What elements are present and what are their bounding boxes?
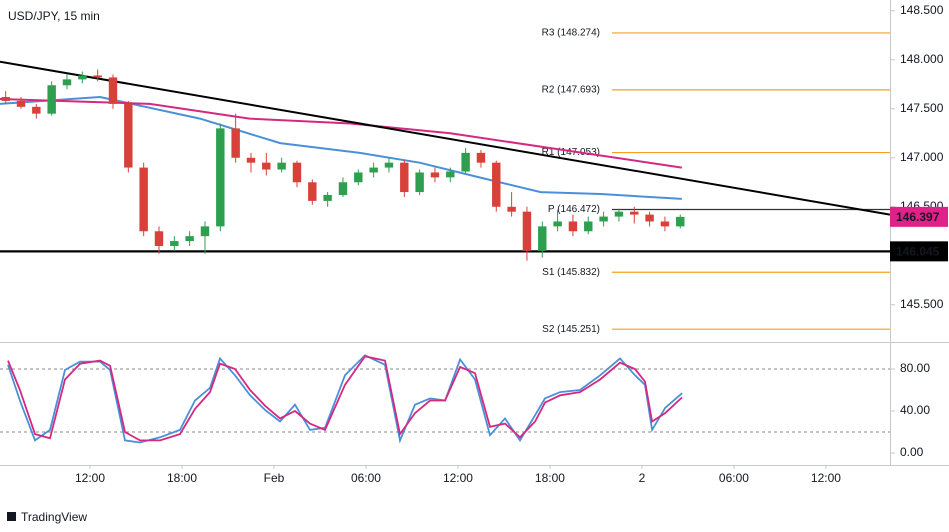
y-tick-label: 40.00 bbox=[900, 403, 930, 417]
y-tick-label: 148.500 bbox=[900, 3, 944, 17]
trendline bbox=[0, 60, 891, 216]
x-tick-label: 06:00 bbox=[351, 471, 381, 485]
pivot-label: S2 (145.251) bbox=[542, 324, 600, 335]
candle-body bbox=[108, 77, 118, 104]
candle-body bbox=[200, 226, 210, 237]
pivot-label: R2 (147.693) bbox=[542, 85, 600, 96]
candle-body bbox=[124, 103, 133, 168]
candle-body bbox=[139, 167, 148, 232]
candle-body bbox=[430, 172, 440, 178]
footer-brand: TradingView bbox=[21, 510, 87, 524]
x-tick-label: 12:00 bbox=[443, 471, 473, 485]
candle-body bbox=[614, 211, 624, 217]
candle-body bbox=[246, 157, 256, 163]
candle-body bbox=[461, 152, 470, 172]
candle-body bbox=[599, 216, 608, 222]
pivot-label: R1 (147.053) bbox=[542, 147, 600, 158]
oscillator-line bbox=[7, 354, 683, 444]
candle-body bbox=[47, 85, 56, 114]
logo: TradingView bbox=[7, 510, 87, 524]
candle-body bbox=[630, 211, 639, 215]
moving-average bbox=[0, 95, 682, 200]
candle-body bbox=[262, 162, 271, 170]
candle-body bbox=[492, 162, 501, 207]
candle-body bbox=[338, 182, 348, 196]
price-label-box bbox=[890, 206, 948, 227]
price-label: 146.045 bbox=[896, 245, 940, 259]
candle-body bbox=[16, 100, 26, 107]
oscillator-line bbox=[7, 355, 683, 442]
candle-body bbox=[676, 216, 685, 227]
price-label-box bbox=[890, 241, 948, 262]
chart-title: USD/JPY, 15 min bbox=[8, 9, 100, 23]
candle-body bbox=[231, 128, 240, 158]
candle-body bbox=[415, 172, 424, 193]
candle-body bbox=[292, 162, 302, 183]
candle-body bbox=[62, 79, 72, 86]
candle-body bbox=[538, 226, 547, 251]
candle-body bbox=[216, 128, 225, 227]
candle-body bbox=[308, 182, 317, 201]
candle-body bbox=[400, 162, 409, 193]
candle-body bbox=[446, 171, 455, 178]
candle-body bbox=[185, 236, 194, 242]
y-tick-label: 145.500 bbox=[900, 297, 944, 311]
y-tick-label: 147.500 bbox=[900, 101, 944, 115]
x-tick-label: Feb bbox=[264, 471, 285, 485]
pivot-label: S1 (145.832) bbox=[542, 267, 600, 278]
candle-body bbox=[584, 221, 593, 232]
x-tick-label: 12:00 bbox=[75, 471, 105, 485]
candle-body bbox=[645, 214, 654, 222]
x-tick-label: 18:00 bbox=[535, 471, 565, 485]
candle-body bbox=[369, 167, 378, 173]
logo-icon bbox=[7, 512, 16, 521]
candle-body bbox=[78, 75, 87, 80]
candle-body bbox=[384, 162, 394, 168]
candle-body bbox=[660, 221, 670, 227]
candle-body bbox=[354, 172, 363, 183]
moving-average bbox=[0, 98, 682, 169]
candle-body bbox=[277, 162, 286, 170]
candle-body bbox=[32, 106, 41, 114]
candle-body bbox=[93, 75, 102, 78]
candle-body bbox=[553, 221, 562, 227]
x-tick-label: 06:00 bbox=[719, 471, 749, 485]
candle-body bbox=[154, 231, 164, 246]
x-tick-label: 2 bbox=[639, 471, 646, 485]
price-label: 146.397 bbox=[896, 210, 940, 224]
candle-body bbox=[568, 221, 578, 232]
x-tick-label: 18:00 bbox=[167, 471, 197, 485]
y-tick-label: 148.000 bbox=[900, 52, 944, 66]
candle-body bbox=[323, 195, 332, 201]
y-tick-label: 80.00 bbox=[900, 361, 930, 375]
candle-body bbox=[522, 211, 532, 251]
candle-body bbox=[507, 206, 516, 212]
pivot-label: R3 (148.274) bbox=[542, 28, 600, 39]
candle-body bbox=[476, 152, 486, 163]
y-tick-label: 147.000 bbox=[900, 150, 944, 164]
candle-body bbox=[1, 97, 10, 101]
x-tick-label: 12:00 bbox=[811, 471, 841, 485]
y-tick-label: 0.00 bbox=[900, 445, 924, 459]
candle-body bbox=[170, 241, 179, 246]
pivot-label: P (146.472) bbox=[548, 204, 600, 215]
